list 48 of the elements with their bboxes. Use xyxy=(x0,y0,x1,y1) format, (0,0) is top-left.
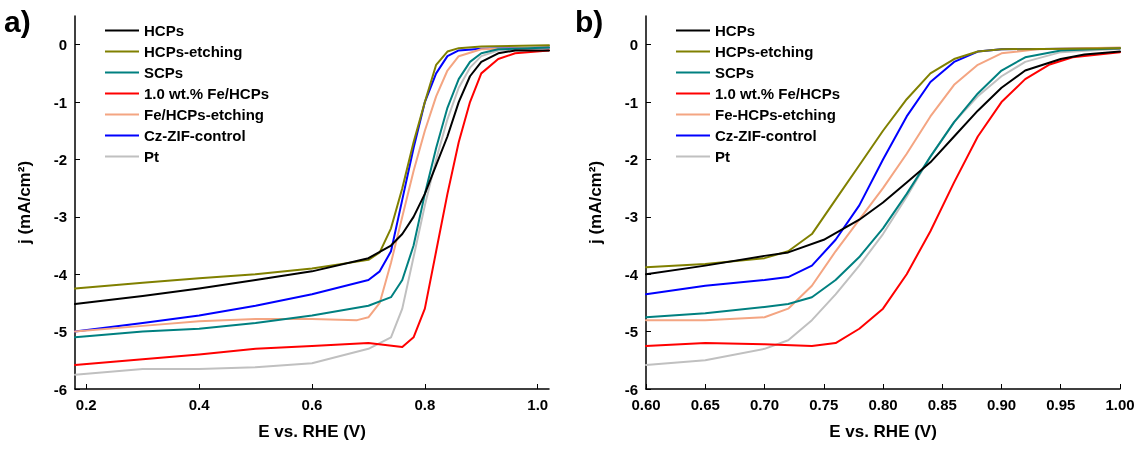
y-tick-label: -2 xyxy=(53,150,67,168)
y-tick-label: -1 xyxy=(624,93,638,111)
y-tick-label: -6 xyxy=(53,380,67,398)
legend-label: HCPs-etching xyxy=(715,43,814,60)
y-tick-label: -1 xyxy=(53,93,67,111)
x-tick-label: 0.4 xyxy=(188,396,211,413)
x-axis-title: E vs. RHE (V) xyxy=(829,422,937,441)
y-tick-label: -5 xyxy=(53,323,67,341)
x-axis-title: E vs. RHE (V) xyxy=(258,422,366,441)
text: a) xyxy=(4,4,31,38)
legend-label: Pt xyxy=(715,148,730,165)
legend-label: Cz-ZIF-control xyxy=(144,127,246,144)
legend-label: Fe/HCPs-etching xyxy=(144,106,265,123)
y-tick-label: -3 xyxy=(624,208,638,226)
x-tick-label: 0.90 xyxy=(986,396,1017,413)
y-tick-label: -4 xyxy=(624,265,639,283)
legend-label: Fe-HCPs-etching xyxy=(715,106,836,123)
x-tick-label: 1.00 xyxy=(1105,396,1135,413)
y-tick-label: -6 xyxy=(624,380,638,398)
text: b) xyxy=(575,4,604,38)
legend-label: HCPs-etching xyxy=(144,43,243,60)
y-axis-title: j (mA/cm²) xyxy=(15,160,34,246)
x-tick-label: 0.70 xyxy=(749,396,780,413)
x-tick-label: 0.6 xyxy=(301,396,323,413)
y-axis-title: j (mA/cm²) xyxy=(586,160,605,246)
x-tick-label: 0.95 xyxy=(1046,396,1076,413)
x-tick-label: 0.65 xyxy=(690,396,720,413)
legend-label: HCPs xyxy=(715,22,756,39)
x-tick-label: 0.8 xyxy=(414,396,436,413)
legend-label: 1.0 wt.% Fe/HCPs xyxy=(144,85,270,102)
legend-label: 1.0 wt.% Fe/HCPs xyxy=(715,85,841,102)
x-tick-label: 1.0 xyxy=(527,396,549,413)
legend-label: HCPs xyxy=(144,22,185,39)
y-tick-label: -3 xyxy=(53,208,67,226)
y-tick-label: -2 xyxy=(624,150,638,168)
x-tick-label: 0.75 xyxy=(809,396,839,413)
legend-label: Cz-ZIF-control xyxy=(715,127,817,144)
legend-label: SCPs xyxy=(715,64,755,81)
x-tick-label: 0.2 xyxy=(75,396,97,413)
y-tick-label: 0 xyxy=(58,36,67,54)
x-tick-label: 0.60 xyxy=(631,396,661,413)
y-tick-label: -4 xyxy=(53,265,68,283)
x-tick-label: 0.85 xyxy=(927,396,957,413)
legend-label: Pt xyxy=(144,148,159,165)
y-tick-label: -5 xyxy=(624,323,638,341)
x-tick-label: 0.80 xyxy=(868,396,898,413)
y-tick-label: 0 xyxy=(629,36,638,54)
legend-label: SCPs xyxy=(144,64,184,81)
